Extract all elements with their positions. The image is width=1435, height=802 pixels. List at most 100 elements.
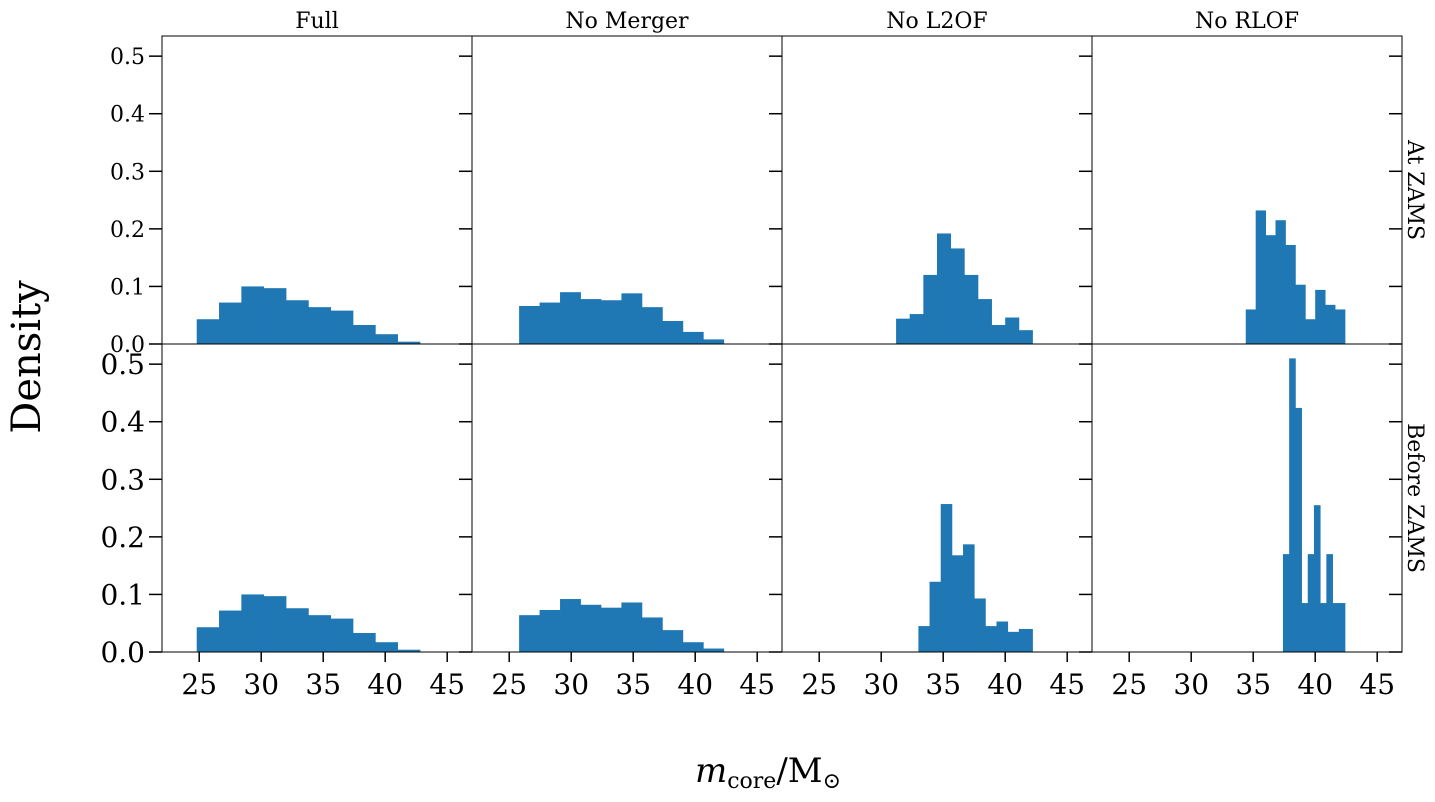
x-tick-label: 35 — [305, 668, 341, 701]
y-tick-label: 0.1 — [110, 275, 145, 300]
y-tick-label: 0.4 — [100, 406, 145, 439]
bar — [1332, 603, 1340, 652]
bar — [974, 598, 986, 652]
bar — [196, 319, 220, 344]
x-tick-label: 35 — [1235, 668, 1271, 701]
column-title: Full — [295, 9, 339, 34]
bar — [219, 610, 242, 652]
bar — [985, 626, 997, 652]
y-tick-label: 0.4 — [110, 103, 145, 128]
y-tick-label: 0.5 — [100, 348, 145, 381]
bar — [1338, 603, 1346, 652]
bar — [703, 648, 725, 652]
bar — [1255, 210, 1266, 344]
bar — [1313, 505, 1321, 652]
bar — [241, 594, 265, 652]
bar — [923, 274, 938, 344]
bar — [375, 334, 398, 344]
bar — [375, 642, 398, 652]
bar — [241, 286, 265, 344]
column-title: No L2OF — [886, 9, 987, 34]
x-axis-label-var: m — [695, 751, 727, 791]
bar — [964, 274, 979, 344]
x-tick-label: 45 — [739, 668, 775, 701]
x-tick-label: 30 — [553, 668, 589, 701]
x-axis-label-subscript: core — [727, 769, 776, 794]
bar — [950, 248, 965, 344]
x-tick-label: 25 — [181, 668, 217, 701]
y-tick-label: 0.2 — [110, 218, 145, 243]
bar — [682, 642, 704, 652]
bar — [1282, 554, 1290, 652]
bar — [977, 299, 992, 344]
bar — [1245, 309, 1257, 344]
column-title: No RLOF — [1195, 9, 1299, 34]
x-tick-label: 25 — [491, 668, 527, 701]
x-axis-label-unit: /M — [776, 751, 822, 791]
bar — [951, 555, 964, 652]
x-tick-label: 40 — [987, 668, 1023, 701]
x-tick-label: 30 — [243, 668, 279, 701]
panel-r1-c0: 0.0 0.1 0.2 0.3 0.4 0.5 25 30 35 40 45 — [100, 343, 473, 701]
bar — [1275, 220, 1286, 344]
bar — [286, 300, 309, 344]
bar — [1007, 631, 1020, 652]
bar — [641, 617, 663, 652]
panel-frame — [1091, 35, 1403, 345]
bar — [308, 307, 332, 344]
bar — [1307, 554, 1315, 652]
y-tick-label: 0.3 — [100, 463, 145, 496]
panel-frame — [161, 35, 473, 345]
bar — [940, 504, 953, 652]
x-tick-label: 45 — [1049, 668, 1085, 701]
row-label: Before ZAMS — [1402, 423, 1427, 573]
bar — [580, 299, 602, 344]
bar — [600, 300, 622, 344]
x-axis-label: mcore/M⊙ — [695, 751, 841, 794]
bar — [963, 544, 975, 652]
bar — [1018, 330, 1033, 344]
bar — [1325, 304, 1336, 344]
bar — [560, 599, 581, 652]
x-tick-label: 25 — [801, 668, 837, 701]
panels-layer: 0.00.10.20.30.40.50.00.10.20.30.40.525 30… — [100, 35, 1403, 701]
y-tick-label: 0.1 — [100, 578, 145, 611]
column-titles: Full No Merger No L2OF No RLOF — [295, 9, 1299, 34]
x-tick-label: 35 — [925, 668, 961, 701]
panel-r0-c0: 0.0 0.1 0.2 0.3 0.4 0.5 — [110, 35, 473, 358]
column-title: No Merger — [565, 9, 689, 34]
x-tick-label: 25 — [1111, 668, 1147, 701]
x-tick-label: 40 — [677, 668, 713, 701]
bar — [1018, 628, 1033, 652]
x-tick-label: 45 — [1359, 668, 1395, 701]
x-tick-label: 45 — [429, 668, 465, 701]
bar — [600, 607, 622, 652]
x-tick-label: 35 — [615, 668, 651, 701]
bar — [937, 233, 952, 344]
bar — [1295, 407, 1302, 652]
bar — [1295, 284, 1306, 344]
x-tick-label: 40 — [1297, 668, 1333, 701]
bar — [286, 608, 309, 652]
bar — [1285, 244, 1296, 344]
bar — [560, 292, 581, 344]
bar — [539, 302, 561, 344]
bar — [263, 288, 287, 344]
panel-r1-c3: 25 30 35 40 45 — [1091, 343, 1403, 701]
bar — [397, 649, 421, 652]
bar — [539, 609, 561, 652]
row-label: At ZAMS — [1402, 139, 1427, 240]
bar — [263, 596, 287, 652]
bar — [330, 310, 354, 344]
bar — [991, 325, 1006, 344]
y-axis-label: Density — [4, 280, 50, 434]
bar — [909, 314, 924, 344]
x-tick-label: 40 — [367, 668, 403, 701]
bar — [896, 318, 911, 344]
panel-frame — [161, 343, 473, 653]
bar — [621, 293, 643, 344]
bar — [330, 618, 354, 652]
x-tick-label: 30 — [863, 668, 899, 701]
x-tick-label: 30 — [1173, 668, 1209, 701]
bar — [703, 339, 725, 344]
